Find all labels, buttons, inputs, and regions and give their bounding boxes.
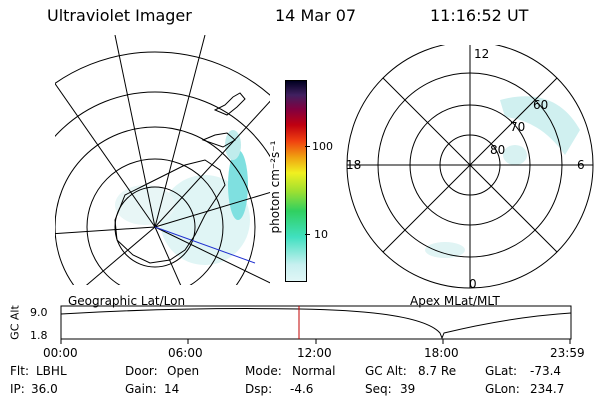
apex-caption: Apex MLat/MLT	[410, 294, 500, 308]
status-door-value: Open	[167, 364, 200, 378]
status-glat-label: GLat:	[485, 364, 518, 378]
lat-label-60: 60	[533, 98, 549, 112]
status-seq-label: Seq:	[365, 382, 392, 396]
timeline-xtick-1200: 12:00	[297, 346, 332, 360]
status-gain-value: 14	[164, 382, 180, 396]
lat-label-70: 70	[510, 120, 526, 134]
status-flt-value: LBHL	[36, 364, 67, 378]
status-glon-value: 234.7	[530, 382, 565, 396]
status-mode-label: Mode:	[245, 364, 282, 378]
status-gcalt-label: GC Alt:	[365, 364, 407, 378]
status-glat-value: -73.4	[530, 364, 562, 378]
header-time: 11:16:52 UT	[430, 6, 529, 25]
timeline-xtick-0600: 06:00	[168, 346, 203, 360]
colorbar-tick-label-10: 10	[314, 228, 328, 241]
status-mode-value: Normal	[292, 364, 336, 378]
mlt-label-6: 6	[577, 158, 585, 172]
timeline-xtick-2359: 23:59	[550, 346, 585, 360]
status-ip-value: 36.0	[31, 382, 58, 396]
page-title: Ultraviolet Imager	[47, 6, 192, 25]
apex-polar-plot	[346, 45, 594, 289]
colorbar	[285, 80, 307, 282]
status-seq-value: 39	[400, 382, 416, 396]
status-dsp-label: Dsp:	[245, 382, 273, 396]
mlt-label-0: 0	[469, 277, 477, 291]
status-glon-label: GLon:	[485, 382, 520, 396]
status-gcalt-value: 8.7 Re	[418, 364, 457, 378]
mlt-label-12: 12	[474, 47, 490, 61]
colorbar-label: photon cm⁻²s⁻¹	[268, 140, 282, 234]
status-door-label: Door:	[125, 364, 158, 378]
aurora-emission-mag	[425, 96, 580, 258]
timeline-ytick-top: 9.0	[30, 306, 48, 319]
status-flt-label: Flt:	[10, 364, 29, 378]
status-dsp-value: -4.6	[290, 382, 314, 396]
colorbar-tick-10	[305, 234, 310, 235]
status-ip-label: IP:	[10, 382, 25, 396]
colorbar-tick-100	[305, 146, 310, 147]
timeline-xtick-0000: 00:00	[43, 346, 78, 360]
timeline-ylabel: GC Alt	[8, 305, 22, 340]
timeline-ytick-bottom: 1.8	[30, 329, 48, 342]
geographic-map	[55, 35, 270, 285]
timeline-xtick-1800: 18:00	[424, 346, 459, 360]
colorbar-tick-label-100: 100	[312, 140, 333, 153]
altitude-timeline	[60, 305, 572, 344]
status-gain-label: Gain:	[125, 382, 157, 396]
lat-label-80: 80	[490, 143, 506, 157]
header-date: 14 Mar 07	[275, 6, 357, 25]
mlt-label-18: 18	[346, 158, 362, 172]
geographic-caption: Geographic Lat/Lon	[68, 294, 186, 308]
